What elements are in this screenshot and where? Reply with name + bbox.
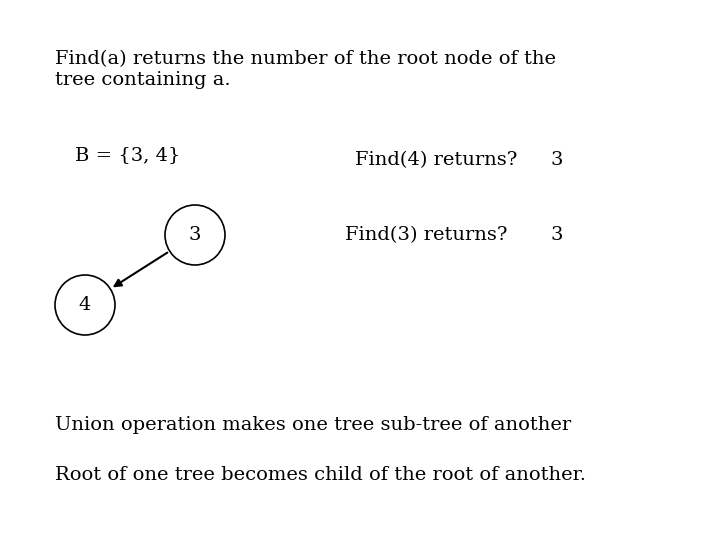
Text: Find(a) returns the number of the root node of the
tree containing a.: Find(a) returns the number of the root n…: [55, 50, 556, 89]
Text: Find(4) returns?: Find(4) returns?: [355, 151, 518, 169]
Text: 3: 3: [189, 226, 202, 244]
Text: 3: 3: [550, 226, 562, 244]
Text: Find(3) returns?: Find(3) returns?: [345, 226, 508, 244]
Text: 3: 3: [550, 151, 562, 169]
Text: B = {3, 4}: B = {3, 4}: [75, 146, 181, 164]
Circle shape: [55, 275, 115, 335]
Text: Root of one tree becomes child of the root of another.: Root of one tree becomes child of the ro…: [55, 466, 586, 484]
Circle shape: [165, 205, 225, 265]
Text: Union operation makes one tree sub-tree of another: Union operation makes one tree sub-tree …: [55, 416, 571, 434]
Text: 4: 4: [78, 296, 91, 314]
